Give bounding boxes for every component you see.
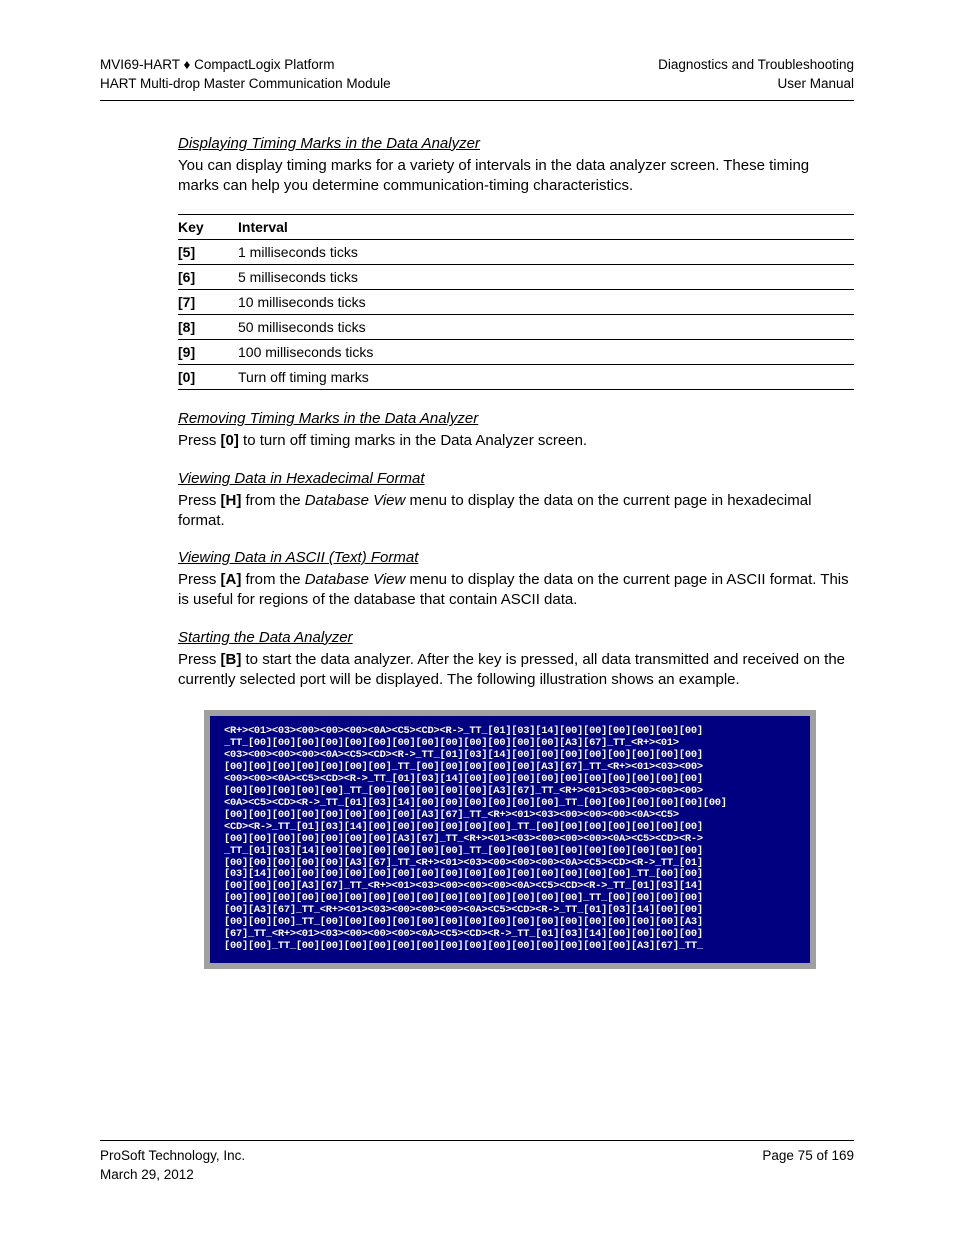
page-header: MVI69-HART ♦ CompactLogix Platform HART … [100, 56, 854, 101]
cell-interval: 1 milliseconds ticks [238, 240, 854, 265]
text-fragment: Press [178, 492, 221, 509]
header-section: Diagnostics and Troubleshooting [658, 56, 854, 75]
text-hex-format: Press [H] from the Database View menu to… [178, 491, 854, 532]
cell-interval: 5 milliseconds ticks [238, 265, 854, 290]
col-key: Key [178, 215, 238, 240]
text-fragment: to start the data analyzer. After the ke… [178, 651, 845, 688]
footer-right: Page 75 of 169 [762, 1147, 854, 1185]
cell-key: [5] [178, 240, 238, 265]
key-label: [B] [221, 651, 242, 668]
header-product: MVI69-HART ♦ CompactLogix Platform [100, 56, 391, 75]
cell-interval: Turn off timing marks [238, 365, 854, 390]
terminal-screenshot: <R+><01><03><00><00><00><0A><C5><CD><R->… [204, 710, 816, 969]
content-body: Displaying Timing Marks in the Data Anal… [100, 135, 854, 969]
timing-marks-table: Key Interval [5]1 milliseconds ticks [6]… [178, 214, 854, 390]
menu-name: Database View [305, 492, 406, 509]
table-row: [9]100 milliseconds ticks [178, 340, 854, 365]
footer-date: March 29, 2012 [100, 1166, 245, 1185]
heading-starting-analyzer: Starting the Data Analyzer [178, 629, 854, 646]
page-footer: ProSoft Technology, Inc. March 29, 2012 … [100, 1140, 854, 1185]
heading-hex-format: Viewing Data in Hexadecimal Format [178, 470, 854, 487]
text-displaying-timing: You can display timing marks for a varie… [178, 156, 854, 197]
heading-displaying-timing: Displaying Timing Marks in the Data Anal… [178, 135, 854, 152]
cell-key: [0] [178, 365, 238, 390]
footer-left: ProSoft Technology, Inc. March 29, 2012 [100, 1147, 245, 1185]
header-subtitle: User Manual [658, 75, 854, 94]
text-fragment: to turn off timing marks in the Data Ana… [239, 432, 587, 449]
heading-removing-timing: Removing Timing Marks in the Data Analyz… [178, 410, 854, 427]
table-row: [5]1 milliseconds ticks [178, 240, 854, 265]
col-interval: Interval [238, 215, 854, 240]
cell-interval: 100 milliseconds ticks [238, 340, 854, 365]
text-ascii-format: Press [A] from the Database View menu to… [178, 570, 854, 611]
text-removing-timing: Press [0] to turn off timing marks in th… [178, 431, 854, 451]
text-starting-analyzer: Press [B] to start the data analyzer. Af… [178, 650, 854, 691]
table-row: [0]Turn off timing marks [178, 365, 854, 390]
key-label: [H] [221, 492, 242, 509]
cell-key: [6] [178, 265, 238, 290]
terminal-text: <R+><01><03><00><00><00><0A><C5><CD><R->… [224, 726, 796, 953]
cell-key: [9] [178, 340, 238, 365]
cell-key: [7] [178, 290, 238, 315]
key-label: [0] [221, 432, 239, 449]
cell-key: [8] [178, 315, 238, 340]
menu-name: Database View [305, 571, 406, 588]
header-right: Diagnostics and Troubleshooting User Man… [658, 56, 854, 94]
header-module: HART Multi-drop Master Communication Mod… [100, 75, 391, 94]
heading-ascii-format: Viewing Data in ASCII (Text) Format [178, 549, 854, 566]
cell-interval: 10 milliseconds ticks [238, 290, 854, 315]
cell-interval: 50 milliseconds ticks [238, 315, 854, 340]
text-fragment: Press [178, 651, 221, 668]
table-header-row: Key Interval [178, 215, 854, 240]
text-fragment: Press [178, 432, 221, 449]
table-row: [8]50 milliseconds ticks [178, 315, 854, 340]
footer-page-number: Page 75 of 169 [762, 1147, 854, 1166]
footer-company: ProSoft Technology, Inc. [100, 1147, 245, 1166]
page: MVI69-HART ♦ CompactLogix Platform HART … [0, 0, 954, 1235]
table-row: [7]10 milliseconds ticks [178, 290, 854, 315]
table-row: [6]5 milliseconds ticks [178, 265, 854, 290]
text-fragment: from the [241, 571, 304, 588]
header-left: MVI69-HART ♦ CompactLogix Platform HART … [100, 56, 391, 94]
key-label: [A] [221, 571, 242, 588]
text-fragment: Press [178, 571, 221, 588]
text-fragment: from the [241, 492, 304, 509]
